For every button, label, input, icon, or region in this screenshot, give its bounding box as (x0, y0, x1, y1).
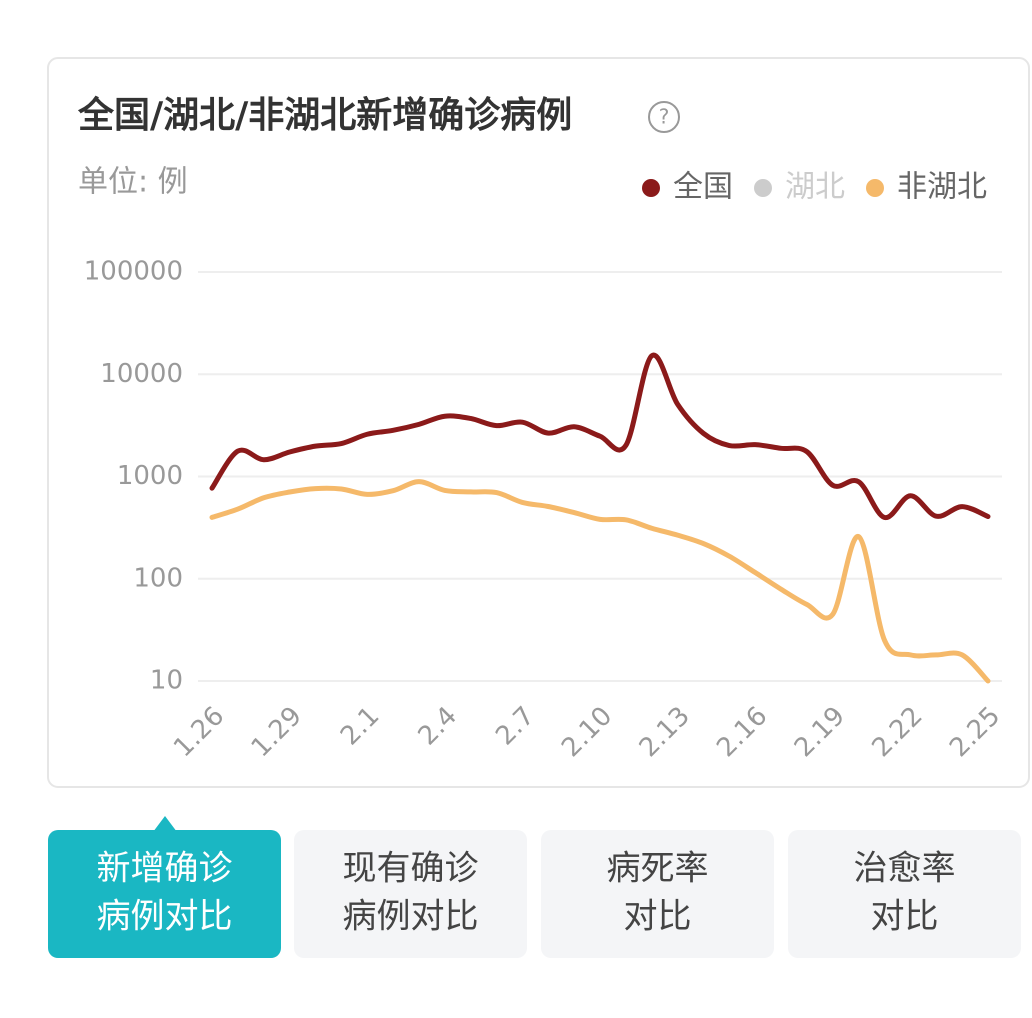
tab-label[interactable]: 治愈率 (854, 849, 956, 889)
tab-label[interactable]: 病例对比 (343, 897, 479, 937)
tab[interactable] (788, 830, 1021, 958)
y-tick-label: 100 (133, 563, 183, 593)
tab-label[interactable]: 病死率 (607, 849, 709, 889)
help-icon[interactable] (648, 101, 680, 133)
series-line (209, 352, 991, 521)
tab[interactable] (294, 830, 527, 958)
y-tick-label: 10 (150, 666, 183, 696)
legend-swatch[interactable] (642, 179, 660, 197)
legend-swatch[interactable] (866, 179, 884, 197)
chart-title: 全国/湖北/非湖北新增确诊病例 (77, 94, 572, 136)
y-tick-label: 100000 (84, 257, 183, 287)
tab-label[interactable]: 对比 (624, 897, 692, 937)
unit-label: 单位: 例 (78, 165, 188, 200)
card (47, 57, 1030, 788)
legend-label[interactable]: 非湖北 (897, 170, 987, 205)
tab-label[interactable]: 对比 (871, 897, 939, 937)
tab-pointer (153, 816, 177, 832)
series-line (209, 479, 991, 684)
tab-label[interactable]: 病例对比 (97, 897, 233, 937)
tab[interactable] (541, 830, 774, 958)
legend-swatch[interactable] (754, 179, 772, 197)
help-icon-mark[interactable]: ? (659, 105, 670, 129)
tab[interactable] (48, 830, 281, 958)
y-tick-label: 10000 (100, 359, 183, 389)
legend-label[interactable]: 湖北 (785, 170, 845, 205)
tab-label[interactable]: 新增确诊 (97, 849, 233, 889)
legend-label[interactable]: 全国 (673, 170, 733, 205)
tab-label[interactable]: 现有确诊 (343, 849, 479, 889)
y-tick-label: 1000 (117, 461, 183, 491)
